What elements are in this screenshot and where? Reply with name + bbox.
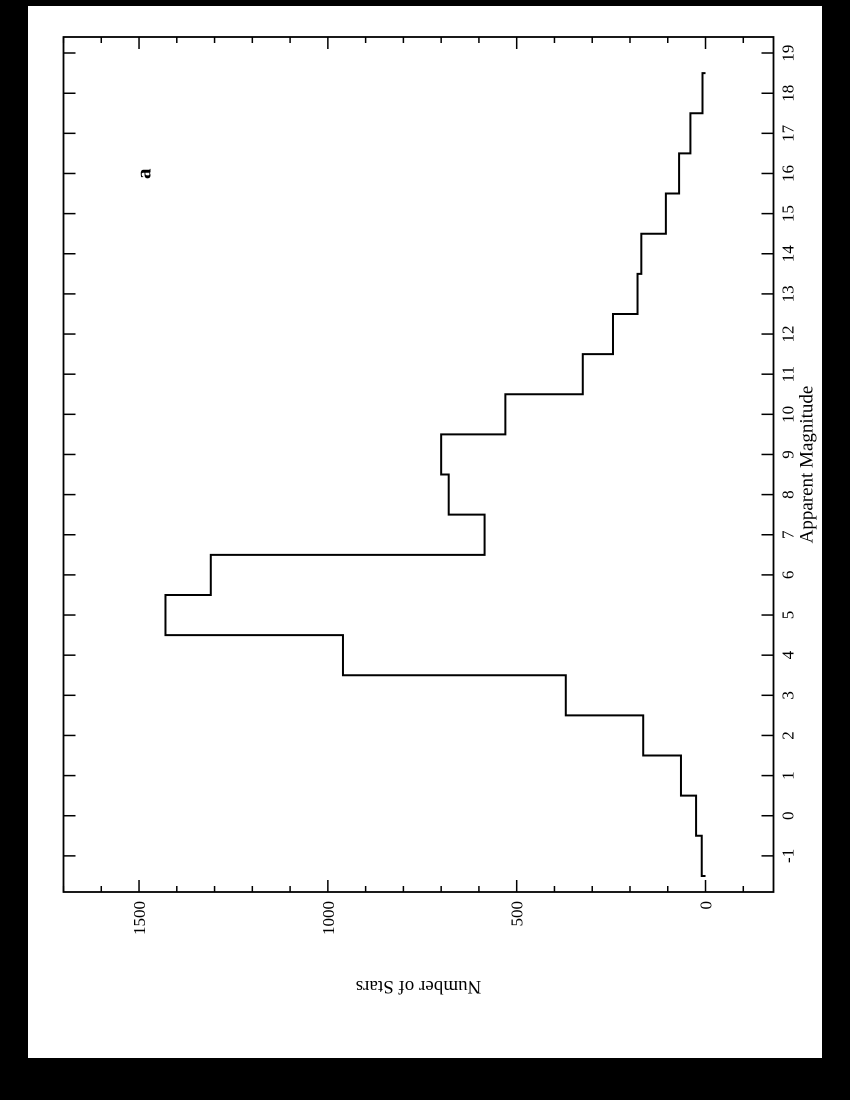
y-tick-label: 1500 (130, 901, 149, 935)
x-tick-label: 8 (779, 490, 798, 499)
x-tick-label: 9 (779, 450, 798, 459)
x-tick-label: 5 (779, 611, 798, 620)
x-axis-title: Apparent Magnitude (796, 385, 818, 544)
x-tick-label: 19 (779, 45, 798, 62)
figure-area: -1 0 1 2 3 4 5 6 7 8 9 10 11 12 13 14 15 16 17 18 19 0 500 1000… (28, 6, 822, 1058)
x-tick-label: 11 (779, 366, 798, 382)
panel-label: a (131, 168, 156, 180)
x-tick-label: 14 (779, 245, 798, 263)
x-tick-label: 17 (779, 124, 798, 142)
x-tick-label: 18 (779, 85, 798, 102)
y-tick-label: 500 (508, 901, 527, 927)
y-tick-label: 0 (697, 901, 716, 910)
x-tick-label: 2 (779, 731, 798, 740)
plot-frame (62, 36, 775, 893)
x-tick-label: 15 (779, 205, 798, 222)
x-tick-label: 13 (779, 285, 798, 302)
y-tick-label: 1000 (319, 901, 338, 935)
x-tick-label: -1 (779, 849, 798, 863)
x-tick-label: 1 (779, 771, 798, 780)
histogram-plot: -101234567891011121314151617181905001000… (62, 36, 798, 935)
x-tick-label: 10 (779, 406, 798, 423)
x-tick-label: 12 (779, 326, 798, 343)
x-tick-label: 6 (779, 571, 798, 580)
rotated-chart: -1 0 1 2 3 4 5 6 7 8 9 10 11 12 13 14 15 16 17 18 19 0 500 1000… (28, 7, 822, 1057)
histogram-outline (164, 72, 706, 877)
y-axis-title: Number of Stars (355, 976, 482, 997)
x-tick-label: 0 (779, 811, 798, 820)
x-tick-label: 7 (779, 530, 798, 539)
x-tick-label: 3 (779, 691, 798, 700)
x-tick-label: 4 (779, 650, 798, 659)
x-tick-label: 16 (779, 165, 798, 182)
